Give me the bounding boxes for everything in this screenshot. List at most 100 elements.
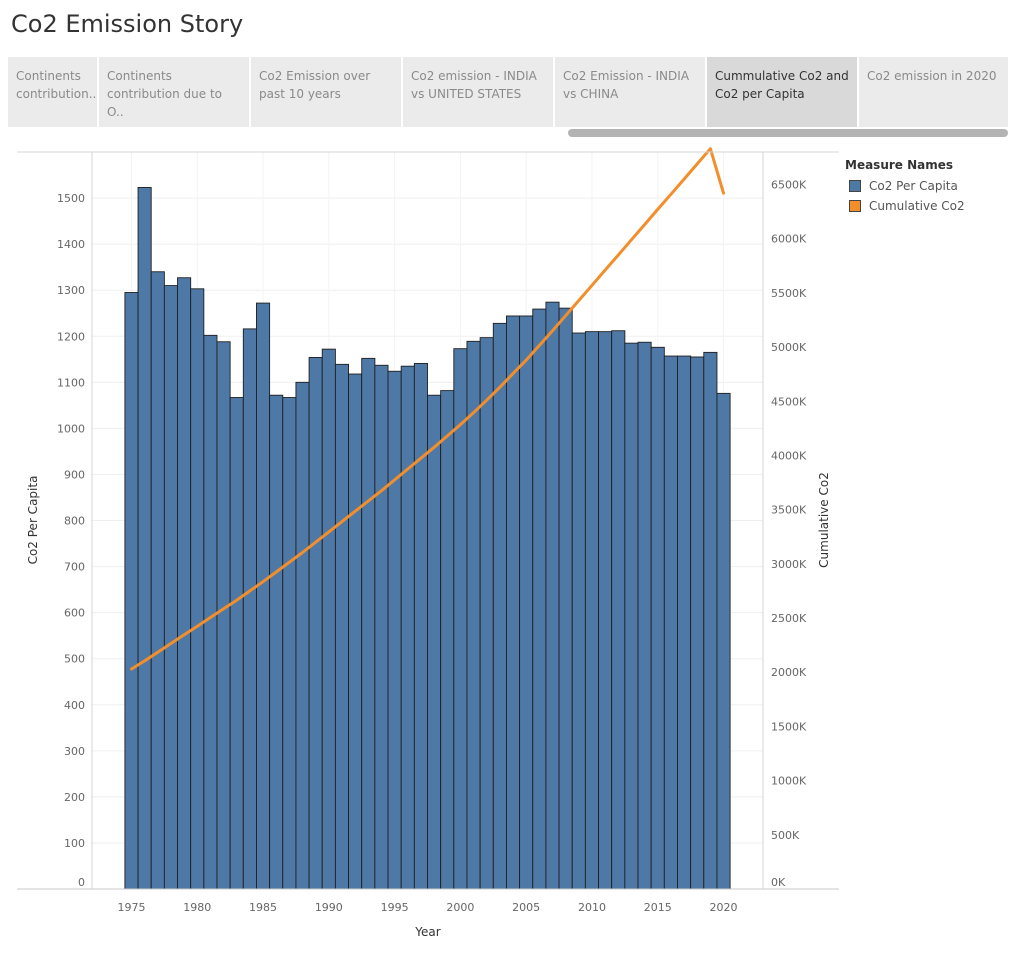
- bar: [124, 292, 139, 890]
- tab-co2-emission-past-10-years[interactable]: Co2 Emission over past 10 years: [251, 57, 401, 127]
- legend-item-co2-per-capita[interactable]: Co2 Per Capita: [845, 176, 965, 196]
- chart-area: 0 100 200 300 400 500 600 700 800 900 1000 1100 1200…: [0, 140, 1015, 963]
- tab-continents-contribution-due-to[interactable]: Continents contribution due to O..: [99, 57, 249, 127]
- bar: [203, 334, 218, 890]
- bar: [466, 340, 481, 890]
- bar: [308, 356, 323, 890]
- bar: [650, 346, 665, 890]
- bar: [282, 397, 297, 890]
- line-series: [130, 147, 725, 671]
- bar: [256, 302, 271, 890]
- bar: [150, 271, 165, 890]
- y2-tick-label: 1000K: [771, 775, 807, 788]
- y2-tick-label: 2000K: [771, 666, 807, 679]
- y-tick-label: 900: [64, 468, 85, 481]
- x-tick-label: 2020: [710, 901, 738, 914]
- axes: 0 100 200 300 400 500 600 700 800 900 1000 1100 1200…: [17, 151, 839, 914]
- y-tick-label: 200: [64, 791, 85, 804]
- bar: [584, 331, 599, 890]
- y-tick-label: 600: [64, 607, 85, 620]
- y2-tick-label: 1500K: [771, 720, 807, 733]
- x-tick-label: 1990: [315, 901, 343, 914]
- bar: [492, 322, 507, 890]
- y-tick-label: 1000: [57, 422, 85, 435]
- legend-label-cumulative-co2: Cumulative Co2: [869, 199, 965, 213]
- story-tabs: Continents contribution.. Continents con…: [8, 57, 1008, 127]
- y-tick-label: 500: [64, 653, 85, 666]
- x-axis-title: Year: [414, 925, 440, 939]
- bar: [558, 307, 573, 890]
- y-tick-label: 1500: [57, 192, 85, 205]
- x-tick-label: 1980: [183, 901, 211, 914]
- y-tick-label: 1100: [57, 376, 85, 389]
- bar: [295, 381, 310, 890]
- y2-tick-label: 6500K: [771, 179, 807, 192]
- bar: [321, 348, 336, 890]
- y2-tick-label: 6000K: [771, 233, 807, 246]
- bar: [571, 332, 586, 890]
- tab-cumulative-co2-per-capita[interactable]: Cummulative Co2 and Co2 per Capita: [707, 57, 857, 127]
- x-tick-label: 2010: [578, 901, 606, 914]
- bar: [348, 373, 363, 890]
- bar: [598, 331, 613, 890]
- bar: [519, 315, 534, 890]
- tab-continents-contribution[interactable]: Continents contribution..: [8, 57, 97, 127]
- tabs-scrollbar[interactable]: [568, 129, 1008, 137]
- y2-tick-label: 3500K: [771, 504, 807, 517]
- y2-tick-label: 4500K: [771, 395, 807, 408]
- legend-label-co2-per-capita: Co2 Per Capita: [869, 179, 958, 193]
- y-tick-label: 1400: [57, 238, 85, 251]
- bar: [532, 308, 547, 890]
- x-tick-label: 1995: [381, 901, 409, 914]
- cumulative-line: [130, 147, 725, 671]
- bar: [242, 328, 257, 890]
- bar: [190, 288, 205, 890]
- bar: [163, 285, 178, 890]
- y-tick-label: 400: [64, 699, 85, 712]
- y-tick-label: 300: [64, 745, 85, 758]
- bar: [400, 365, 415, 890]
- y2-tick-label: 4000K: [771, 449, 807, 462]
- tabs-scrollbar-thumb[interactable]: [568, 129, 1008, 137]
- bar: [703, 351, 718, 890]
- bar: [427, 394, 442, 890]
- legend: Measure Names Co2 Per Capita Cumulative …: [845, 158, 965, 216]
- y-tick-label: 800: [64, 515, 85, 528]
- bar: [677, 355, 692, 890]
- bar: [663, 355, 678, 890]
- x-tick-label: 2005: [512, 901, 540, 914]
- x-tick-label: 2015: [644, 901, 672, 914]
- bar: [216, 341, 231, 890]
- bar: [624, 342, 639, 890]
- axis-labels: Co2 Per Capita Cumulative Co2 Year: [26, 472, 831, 939]
- bar: [387, 370, 402, 890]
- bar: [413, 362, 428, 890]
- bar: [716, 392, 731, 890]
- bar: [611, 330, 626, 890]
- y-axis-title: Co2 Per Capita: [26, 476, 40, 565]
- bar: [334, 363, 350, 890]
- y2-axis-title: Cumulative Co2: [817, 472, 831, 568]
- y2-tick-label: 5000K: [771, 341, 807, 354]
- x-tick-label: 1985: [249, 901, 277, 914]
- bar: [545, 301, 560, 890]
- tab-india-vs-china[interactable]: Co2 Emission - INDIA vs CHINA: [555, 57, 705, 127]
- legend-swatch-co2-per-capita: [849, 180, 861, 192]
- y2-tick-label: 2500K: [771, 612, 807, 625]
- y-tick-label: 1200: [57, 330, 85, 343]
- x-tick-label: 2000: [446, 901, 474, 914]
- y-tick-label: 700: [64, 561, 85, 574]
- bar: [269, 394, 284, 890]
- y-tick-label: 0: [78, 876, 85, 889]
- legend-swatch-cumulative-co2: [849, 200, 861, 212]
- bar: [505, 315, 521, 890]
- bar: [440, 390, 455, 890]
- tab-co2-emission-2020[interactable]: Co2 emission in 2020: [859, 57, 1008, 127]
- tab-india-vs-united-states[interactable]: Co2 emission - INDIA vs UNITED STATES: [403, 57, 553, 127]
- bar: [229, 397, 244, 890]
- y2-tick-label: 3000K: [771, 558, 807, 571]
- bar-series: [124, 187, 731, 890]
- legend-item-cumulative-co2[interactable]: Cumulative Co2: [845, 196, 965, 216]
- y2-tick-label: 500K: [771, 829, 800, 842]
- y2-tick-label: 5500K: [771, 287, 807, 300]
